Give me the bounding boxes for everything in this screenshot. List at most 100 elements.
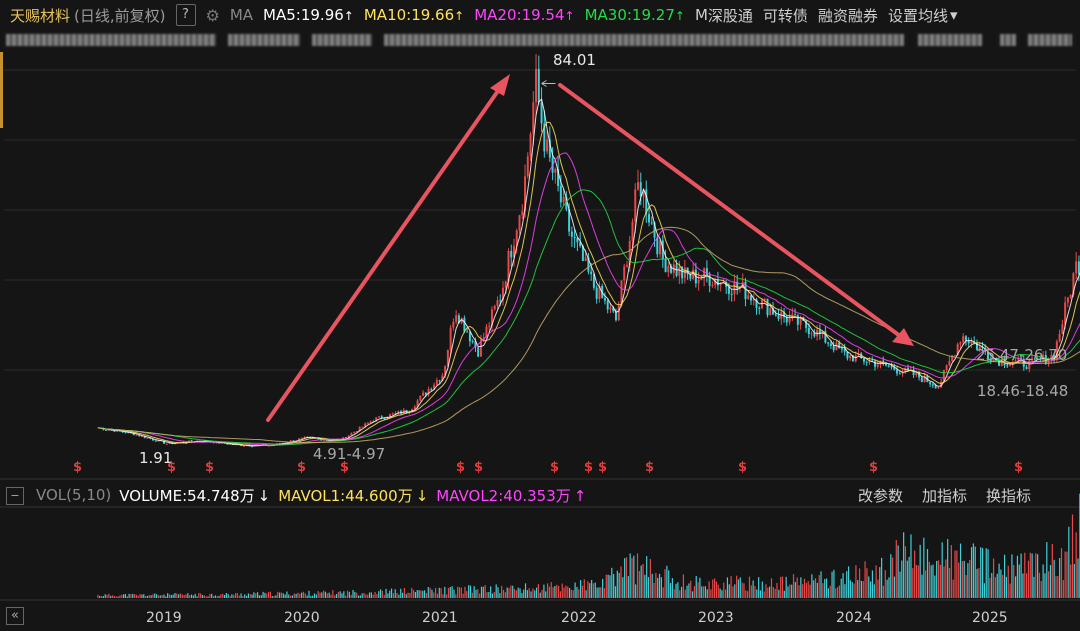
link-convertible-bond[interactable]: 可转债 xyxy=(762,6,808,25)
help-button[interactable]: ? xyxy=(175,4,196,26)
x-axis-tick: 2020 xyxy=(284,610,320,626)
volume-bar xyxy=(411,587,413,598)
volume-bar xyxy=(304,593,306,598)
volume-bar xyxy=(930,565,932,598)
candle-body xyxy=(893,366,896,370)
volume-bar xyxy=(783,590,785,598)
volume-bar xyxy=(436,593,439,598)
event-marker[interactable]: $ xyxy=(1014,460,1024,475)
candle-body xyxy=(154,440,157,442)
volume-bar xyxy=(609,575,611,598)
volume-bar xyxy=(890,554,892,598)
event-marker[interactable]: $ xyxy=(205,460,215,475)
volume-bar xyxy=(822,583,824,598)
candle-body xyxy=(471,341,474,343)
volume-bar xyxy=(308,590,310,598)
volume-bar xyxy=(987,549,989,598)
collapse-left-button[interactable]: « xyxy=(6,607,24,625)
add-indicator-button[interactable]: 加指标 xyxy=(922,487,968,505)
volume-bar xyxy=(440,588,442,598)
volume-bar xyxy=(892,557,894,598)
edit-params-button[interactable]: 改参数 xyxy=(858,487,904,505)
period-label[interactable]: (日线,前复权) xyxy=(74,6,166,25)
event-marker[interactable]: $ xyxy=(474,460,484,475)
candle-body xyxy=(562,196,565,203)
link-ma-settings[interactable]: 设置均线 xyxy=(887,6,948,25)
candle-body xyxy=(703,268,706,279)
volume-bar xyxy=(381,590,383,598)
volume-bar xyxy=(1048,571,1050,598)
volume-indicator-name[interactable]: VOL(5,10) xyxy=(36,486,112,504)
volume-bar xyxy=(664,569,666,598)
volume-bar xyxy=(616,570,618,598)
volume-bar xyxy=(240,593,242,598)
candle-body xyxy=(212,442,215,444)
candle-body xyxy=(554,168,557,173)
volume-bar xyxy=(899,571,901,598)
volume-bar xyxy=(317,591,319,598)
event-marker[interactable]: $ xyxy=(297,460,307,475)
volume-bar xyxy=(1038,572,1041,598)
link-margin-trading[interactable]: 融资融券 xyxy=(817,6,878,25)
volume-bar xyxy=(602,578,604,598)
volume-bar xyxy=(345,595,347,598)
label-range-lower: 18.46-18.48 xyxy=(977,382,1069,400)
uptrend-arrowhead xyxy=(490,74,510,96)
volume-bar xyxy=(675,583,677,598)
volume-bar xyxy=(282,593,284,598)
volume-bar xyxy=(915,564,918,598)
volume-bar xyxy=(167,593,169,598)
volume-bar xyxy=(502,589,505,598)
volume-bar xyxy=(1018,564,1020,598)
volume-bar xyxy=(1029,552,1031,598)
event-marker[interactable]: $ xyxy=(738,460,748,475)
volume-bar xyxy=(1042,564,1044,598)
volume-bar xyxy=(864,561,866,598)
volume-bar xyxy=(965,575,967,598)
switch-indicator-button[interactable]: 换指标 xyxy=(986,487,1032,505)
volume-bar xyxy=(315,594,317,598)
volume-bar xyxy=(769,586,771,598)
volume-bar xyxy=(811,574,813,598)
candle-body xyxy=(777,315,780,319)
event-marker[interactable]: $ xyxy=(167,460,177,475)
collapse-indicator-button[interactable]: − xyxy=(6,487,24,505)
ma-long-line xyxy=(97,226,1080,443)
candle-body xyxy=(661,240,664,260)
volume-bar xyxy=(370,592,372,598)
candle-body xyxy=(501,287,504,301)
candle-body xyxy=(1055,341,1058,360)
volume-bar xyxy=(130,594,132,598)
event-marker[interactable]: $ xyxy=(340,460,350,475)
volume-bar xyxy=(959,543,962,598)
event-marker[interactable]: $ xyxy=(598,460,608,475)
volume-bar xyxy=(473,586,475,598)
volume-bar xyxy=(598,587,600,598)
volume-bar xyxy=(926,549,929,598)
candle-body xyxy=(1064,302,1067,325)
volume-bar xyxy=(324,591,327,598)
event-marker[interactable]: $ xyxy=(645,460,655,475)
event-marker[interactable]: $ xyxy=(73,460,83,475)
stock-name[interactable]: 天赐材料 xyxy=(10,6,71,25)
event-marker[interactable]: $ xyxy=(869,460,879,475)
volume-bar xyxy=(1044,573,1046,598)
chevron-down-icon[interactable]: ▾ xyxy=(949,6,958,24)
gear-icon[interactable]: ⚙ xyxy=(205,5,220,25)
down-arrow-icon: ↓ xyxy=(257,486,271,505)
candle-body xyxy=(229,443,232,445)
event-marker[interactable]: $ xyxy=(456,460,466,475)
event-marker[interactable]: $ xyxy=(550,460,560,475)
event-marker[interactable]: $ xyxy=(584,460,594,475)
link-hk-connect[interactable]: 深股通 xyxy=(707,6,753,25)
volume-bar xyxy=(991,572,993,598)
volume-bar xyxy=(394,589,396,598)
candle-body xyxy=(163,440,166,444)
volume-bar xyxy=(401,592,404,598)
candle-body xyxy=(625,265,628,267)
volume-bar xyxy=(198,592,200,598)
volume-bar xyxy=(748,576,751,598)
candle-body xyxy=(719,283,722,286)
volume-bar xyxy=(816,582,818,598)
